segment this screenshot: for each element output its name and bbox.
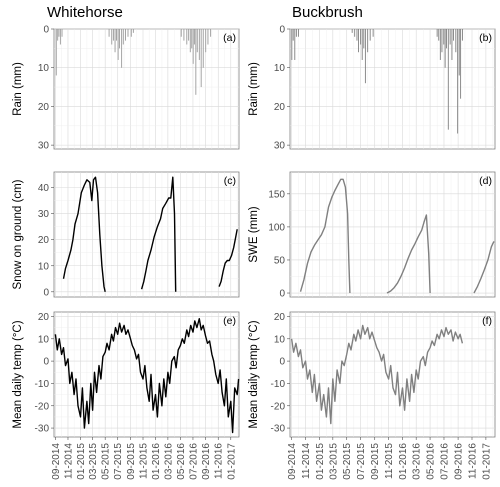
panel-e-xtick-label: 07-2016 (188, 443, 199, 480)
panel-c-ytick-label: 0 (43, 287, 49, 298)
panel-a-ytick-label: 20 (38, 102, 50, 113)
panel-b-ytick-label: 0 (279, 25, 285, 36)
panel-b-ytick-label: 10 (274, 63, 286, 74)
panel-e-xtick-label: 03-2015 (88, 443, 99, 480)
panel-f-xtick-label: 07-2016 (439, 443, 450, 480)
panel-a-ytick-label: 10 (38, 63, 50, 74)
panel-f-xtick-label: 01-2015 (315, 443, 326, 480)
panel-f-xtick-label: 11-2016 (467, 443, 478, 479)
panel-a-background (53, 28, 240, 150)
panel-f-xtick-label: 11-2014 (301, 443, 312, 479)
panel-e-xtick-label: 05-2015 (101, 443, 112, 480)
column-title-whitehorse: Whitehorse (47, 4, 123, 21)
panel-a: 0 10 20 30 (a) Rain (mm) (12, 25, 240, 152)
panel-d-series-line (473, 241, 495, 294)
panel-a-ylabel: Rain (mm) (12, 62, 24, 116)
panel-f-ytick-label: -30 (271, 424, 286, 435)
panel-a-letter: (a) (223, 32, 236, 44)
panel-c-series-line (62, 176, 106, 292)
panel-e-ytick-label: -10 (35, 379, 50, 390)
panel-d-series-line (386, 214, 431, 294)
panel-c-ytick-label: 30 (38, 209, 50, 220)
panel-f-xtick-label: 01-2017 (481, 443, 492, 480)
panel-d-letter: (d) (479, 175, 492, 187)
panel-e-xtick-label: 01-2016 (151, 443, 162, 480)
panel-e: -30 -20 -10 0 10 20 (e) Mean daily temp (°C) 09-… (12, 311, 240, 480)
panel-b: 0 10 20 30 (b) Rain (mm) (248, 25, 496, 152)
panel-f-xtick-label: 05-2016 (426, 443, 437, 480)
panel-c: 0 10 20 30 40 (c) Snow on ground (cm) (12, 171, 240, 298)
panel-f: -30 -20 -10 0 10 20 (f) Mean daily temp (°C) 09-… (248, 311, 496, 480)
panel-d: 0 50 100 150 (d) SWE (mm) (248, 171, 496, 300)
panel-a-ytick-label: 30 (38, 141, 50, 152)
panel-f-ytick-label: 0 (279, 357, 285, 368)
panel-f-xtick-label: 09-2015 (370, 443, 381, 480)
panel-b-ytick-label: 30 (274, 141, 286, 152)
panel-c-ylabel: Snow on ground (cm) (12, 179, 24, 289)
panel-c-series-line (140, 176, 177, 292)
panel-e-xtick-label: 09-2016 (201, 443, 212, 480)
panel-e-ytick-label: -20 (35, 401, 50, 412)
panel-e-ytick-label: 0 (43, 357, 49, 368)
panel-f-ytick-label: 20 (274, 312, 286, 323)
panel-f-xtick-label: 11-2015 (384, 443, 395, 479)
panel-b-ylabel: Rain (mm) (248, 62, 260, 116)
panel-f-ytick-label: 10 (274, 334, 286, 345)
panel-e-xtick-label: 01-2015 (76, 443, 87, 480)
panel-e-ytick-label: 10 (38, 334, 50, 345)
panel-d-ytick-label: 0 (279, 289, 285, 300)
panel-c-ytick-label: 40 (38, 183, 50, 194)
panel-e-series-line (54, 318, 240, 434)
panel-e-xtick-label: 03-2016 (163, 443, 174, 480)
panel-f-xtick-label: 05-2015 (342, 443, 353, 480)
panel-e-letter: (e) (223, 315, 236, 327)
panel-f-ylabel: Mean daily temp (°C) (248, 320, 260, 428)
panel-d-ytick-label: 150 (268, 189, 285, 200)
panel-a-ytick-label: 0 (43, 25, 49, 36)
panel-e-xtick-label: 09-2014 (51, 443, 62, 480)
panel-b-background (289, 28, 496, 150)
panel-f-xtick-label: 09-2014 (287, 443, 298, 480)
panel-e-ylabel: Mean daily temp (°C) (12, 320, 24, 428)
panel-c-ytick-label: 20 (38, 235, 50, 246)
panel-f-letter: (f) (482, 315, 492, 327)
panel-f-xtick-label: 09-2016 (454, 443, 465, 480)
panel-f-ytick-label: -10 (271, 379, 286, 390)
column-title-buckbrush: Buckbrush (292, 4, 363, 21)
panel-f-xtick-label: 03-2015 (328, 443, 339, 480)
panel-c-ytick-label: 10 (38, 261, 50, 272)
panel-c-letter: (c) (224, 175, 236, 187)
panel-f-series-line (290, 324, 464, 425)
panel-c-background (53, 171, 240, 298)
panel-e-background (53, 311, 240, 438)
panel-e-xtick-label: 11-2016 (214, 443, 225, 479)
panel-e-xtick-label: 11-2015 (139, 443, 150, 479)
panel-d-series-line (299, 178, 351, 294)
panel-f-xtick-label: 01-2016 (398, 443, 409, 480)
panel-e-xtick-label: 09-2015 (126, 443, 137, 480)
panel-f-ytick-label: -20 (271, 401, 286, 412)
panel-e-xtick-label: 11-2014 (63, 443, 74, 479)
panel-e-ytick-label: -30 (35, 424, 50, 435)
panel-d-ytick-label: 50 (274, 255, 286, 266)
panel-f-xtick-label: 03-2016 (412, 443, 423, 480)
panel-d-ytick-label: 100 (268, 222, 285, 233)
panel-b-letter: (b) (479, 32, 492, 44)
panel-c-series-line (218, 229, 238, 287)
panel-b-ytick-label: 20 (274, 102, 286, 113)
panel-e-ytick-label: 20 (38, 312, 50, 323)
panel-e-xtick-label: 01-2017 (226, 443, 237, 480)
panel-d-ylabel: SWE (mm) (248, 206, 260, 262)
panel-d-background (289, 171, 496, 298)
panel-f-background (289, 311, 496, 438)
panel-e-xtick-label: 05-2016 (176, 443, 187, 480)
panel-f-xtick-label: 07-2015 (356, 443, 367, 480)
panel-e-xtick-label: 07-2015 (113, 443, 124, 480)
